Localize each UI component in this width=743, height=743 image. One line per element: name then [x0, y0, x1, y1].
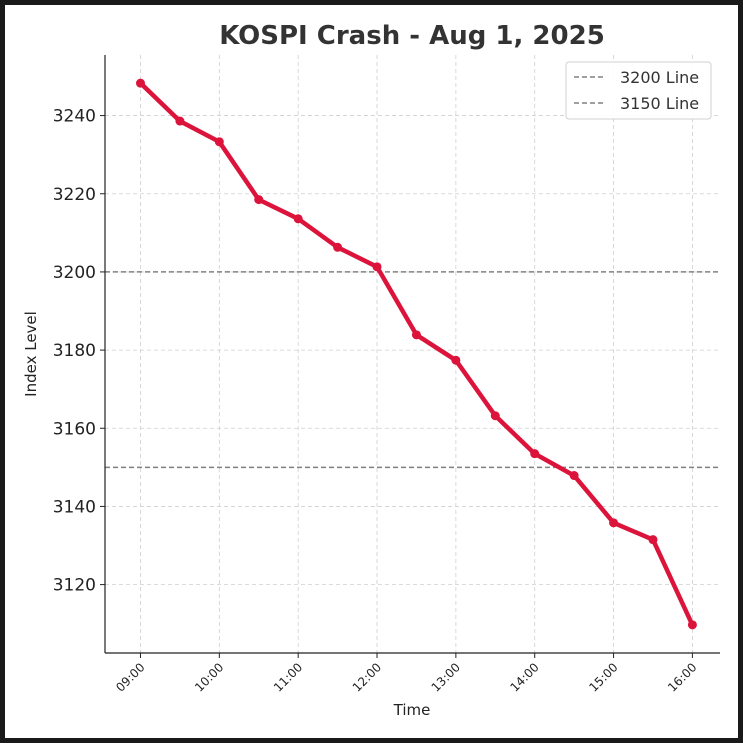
- x-tick-label-11: 11:00: [271, 660, 305, 694]
- x-tick-label-14: 14:00: [507, 660, 541, 694]
- data-point-12: [609, 518, 619, 528]
- data-point-14: [687, 620, 697, 630]
- data-point-1: [175, 116, 185, 126]
- data-point-7: [411, 330, 421, 340]
- y-tick-label-3160: 3160: [53, 419, 96, 439]
- x-tick-label-13: 13:00: [429, 660, 463, 694]
- data-point-4: [293, 214, 303, 224]
- chart-title: KOSPI Crash - Aug 1, 2025: [219, 21, 605, 51]
- reference-lines: [105, 271, 720, 469]
- data-point-6: [372, 262, 382, 272]
- data-point-5: [333, 242, 343, 252]
- x-tick-label-12: 12:00: [350, 660, 384, 694]
- y-tick-label-3180: 3180: [53, 341, 96, 361]
- data-point-8: [451, 355, 461, 365]
- y-tick-label-3140: 3140: [53, 497, 96, 517]
- legend-label-3200: 3200 Line: [620, 68, 699, 87]
- legend: 3200 Line 3150 Line: [565, 61, 712, 120]
- x-tick-label-15: 15:00: [586, 660, 620, 694]
- series-layer: [135, 78, 697, 630]
- x-ticks: 09:00 10:00 11:00 12:00 13:00 14:00 15:00 16:00: [113, 653, 700, 695]
- y-tick-label-3200: 3200: [53, 263, 96, 283]
- y-ticks: 3120 3140 3160 3180 3200 3220 3240: [53, 107, 105, 596]
- data-point-11: [569, 471, 579, 481]
- y-tick-label-3240: 3240: [53, 107, 96, 127]
- y-axis-label: Index Level: [22, 311, 40, 397]
- axes: [104, 55, 720, 654]
- data-point-3: [254, 195, 264, 205]
- legend-label-3150: 3150 Line: [620, 94, 699, 113]
- x-tick-label-10: 10:00: [192, 660, 226, 694]
- y-tick-label-3120: 3120: [53, 576, 96, 596]
- data-point-9: [490, 411, 500, 421]
- data-point-10: [530, 449, 540, 459]
- y-tick-label-3220: 3220: [53, 185, 96, 205]
- data-point-0: [135, 78, 145, 88]
- x-axis-label: Time: [393, 701, 431, 719]
- data-point-13: [648, 535, 658, 545]
- data-point-2: [214, 137, 224, 147]
- grid: [105, 55, 720, 653]
- series-line-0: [138, 80, 695, 628]
- x-tick-label-16: 16:00: [665, 660, 699, 694]
- x-tick-label-9: 09:00: [113, 660, 147, 694]
